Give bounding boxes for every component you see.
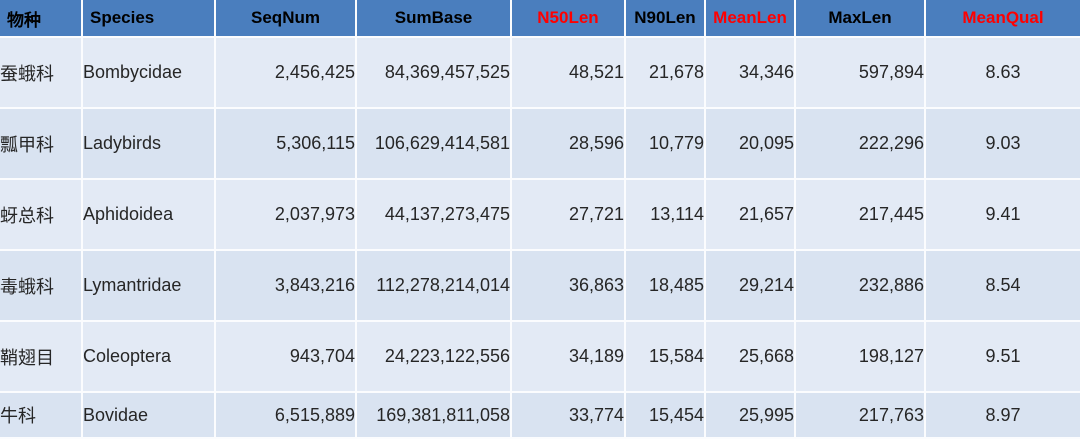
cell-meanqual: 8.97	[925, 392, 1080, 439]
cell-n90len: 21,678	[625, 37, 706, 109]
header-meanlen: MeanLen	[705, 0, 796, 38]
cell-meanlen: 34,346	[705, 37, 796, 109]
cell-sumbase: 169,381,811,058	[356, 392, 512, 439]
cell-meanlen: 25,995	[705, 392, 796, 439]
cell-n50len: 27,721	[511, 179, 626, 251]
cell-species: Ladybirds	[82, 108, 216, 180]
cell-meanqual: 8.54	[925, 250, 1080, 322]
cell-n50len: 48,521	[511, 37, 626, 109]
cell-species: Coleoptera	[82, 321, 216, 393]
cell-n90len: 13,114	[625, 179, 706, 251]
cell-maxlen: 198,127	[795, 321, 926, 393]
header-species-cn: 物种	[0, 0, 83, 38]
cell-sumbase: 44,137,273,475	[356, 179, 512, 251]
cell-n50len: 36,863	[511, 250, 626, 322]
cell-sumbase: 24,223,122,556	[356, 321, 512, 393]
header-n90len: N90Len	[625, 0, 706, 38]
header-maxlen: MaxLen	[795, 0, 926, 38]
cell-species-cn: 瓢甲科	[0, 108, 83, 180]
cell-n50len: 34,189	[511, 321, 626, 393]
cell-species: Bombycidae	[82, 37, 216, 109]
cell-seqnum: 943,704	[215, 321, 357, 393]
cell-meanlen: 20,095	[705, 108, 796, 180]
cell-meanqual: 9.41	[925, 179, 1080, 251]
header-sumbase: SumBase	[356, 0, 512, 38]
cell-seqnum: 3,843,216	[215, 250, 357, 322]
cell-seqnum: 5,306,115	[215, 108, 357, 180]
cell-sumbase: 84,369,457,525	[356, 37, 512, 109]
cell-species-cn: 蚜总科	[0, 179, 83, 251]
cell-meanqual: 9.03	[925, 108, 1080, 180]
cell-seqnum: 2,456,425	[215, 37, 357, 109]
cell-seqnum: 2,037,973	[215, 179, 357, 251]
cell-meanlen: 25,668	[705, 321, 796, 393]
cell-maxlen: 597,894	[795, 37, 926, 109]
cell-maxlen: 217,763	[795, 392, 926, 439]
cell-seqnum: 6,515,889	[215, 392, 357, 439]
cell-n50len: 28,596	[511, 108, 626, 180]
cell-meanqual: 9.51	[925, 321, 1080, 393]
table-row: 蚕蛾科 Bombycidae 2,456,425 84,369,457,525 …	[0, 37, 1080, 109]
cell-n50len: 33,774	[511, 392, 626, 439]
cell-n90len: 18,485	[625, 250, 706, 322]
cell-meanqual: 8.63	[925, 37, 1080, 109]
table-row: 瓢甲科 Ladybirds 5,306,115 106,629,414,581 …	[0, 108, 1080, 180]
cell-species-cn: 鞘翅目	[0, 321, 83, 393]
cell-maxlen: 222,296	[795, 108, 926, 180]
cell-n90len: 15,584	[625, 321, 706, 393]
cell-sumbase: 112,278,214,014	[356, 250, 512, 322]
cell-meanlen: 21,657	[705, 179, 796, 251]
cell-meanlen: 29,214	[705, 250, 796, 322]
cell-species: Bovidae	[82, 392, 216, 439]
table-row: 牛科 Bovidae 6,515,889 169,381,811,058 33,…	[0, 392, 1080, 439]
table-row: 鞘翅目 Coleoptera 943,704 24,223,122,556 34…	[0, 321, 1080, 393]
header-n50len: N50Len	[511, 0, 626, 38]
cell-species-cn: 毒蛾科	[0, 250, 83, 322]
table-row: 毒蛾科 Lymantridae 3,843,216 112,278,214,01…	[0, 250, 1080, 322]
cell-n90len: 10,779	[625, 108, 706, 180]
header-species: Species	[82, 0, 216, 38]
cell-sumbase: 106,629,414,581	[356, 108, 512, 180]
header-meanqual: MeanQual	[925, 0, 1080, 38]
header-seqnum: SeqNum	[215, 0, 357, 38]
cell-species-cn: 牛科	[0, 392, 83, 439]
cell-n90len: 15,454	[625, 392, 706, 439]
table-row: 蚜总科 Aphidoidea 2,037,973 44,137,273,475 …	[0, 179, 1080, 251]
cell-species: Lymantridae	[82, 250, 216, 322]
cell-species-cn: 蚕蛾科	[0, 37, 83, 109]
cell-species: Aphidoidea	[82, 179, 216, 251]
cell-maxlen: 217,445	[795, 179, 926, 251]
header-row: 物种 Species SeqNum SumBase N50Len N90Len …	[0, 0, 1080, 38]
cell-maxlen: 232,886	[795, 250, 926, 322]
